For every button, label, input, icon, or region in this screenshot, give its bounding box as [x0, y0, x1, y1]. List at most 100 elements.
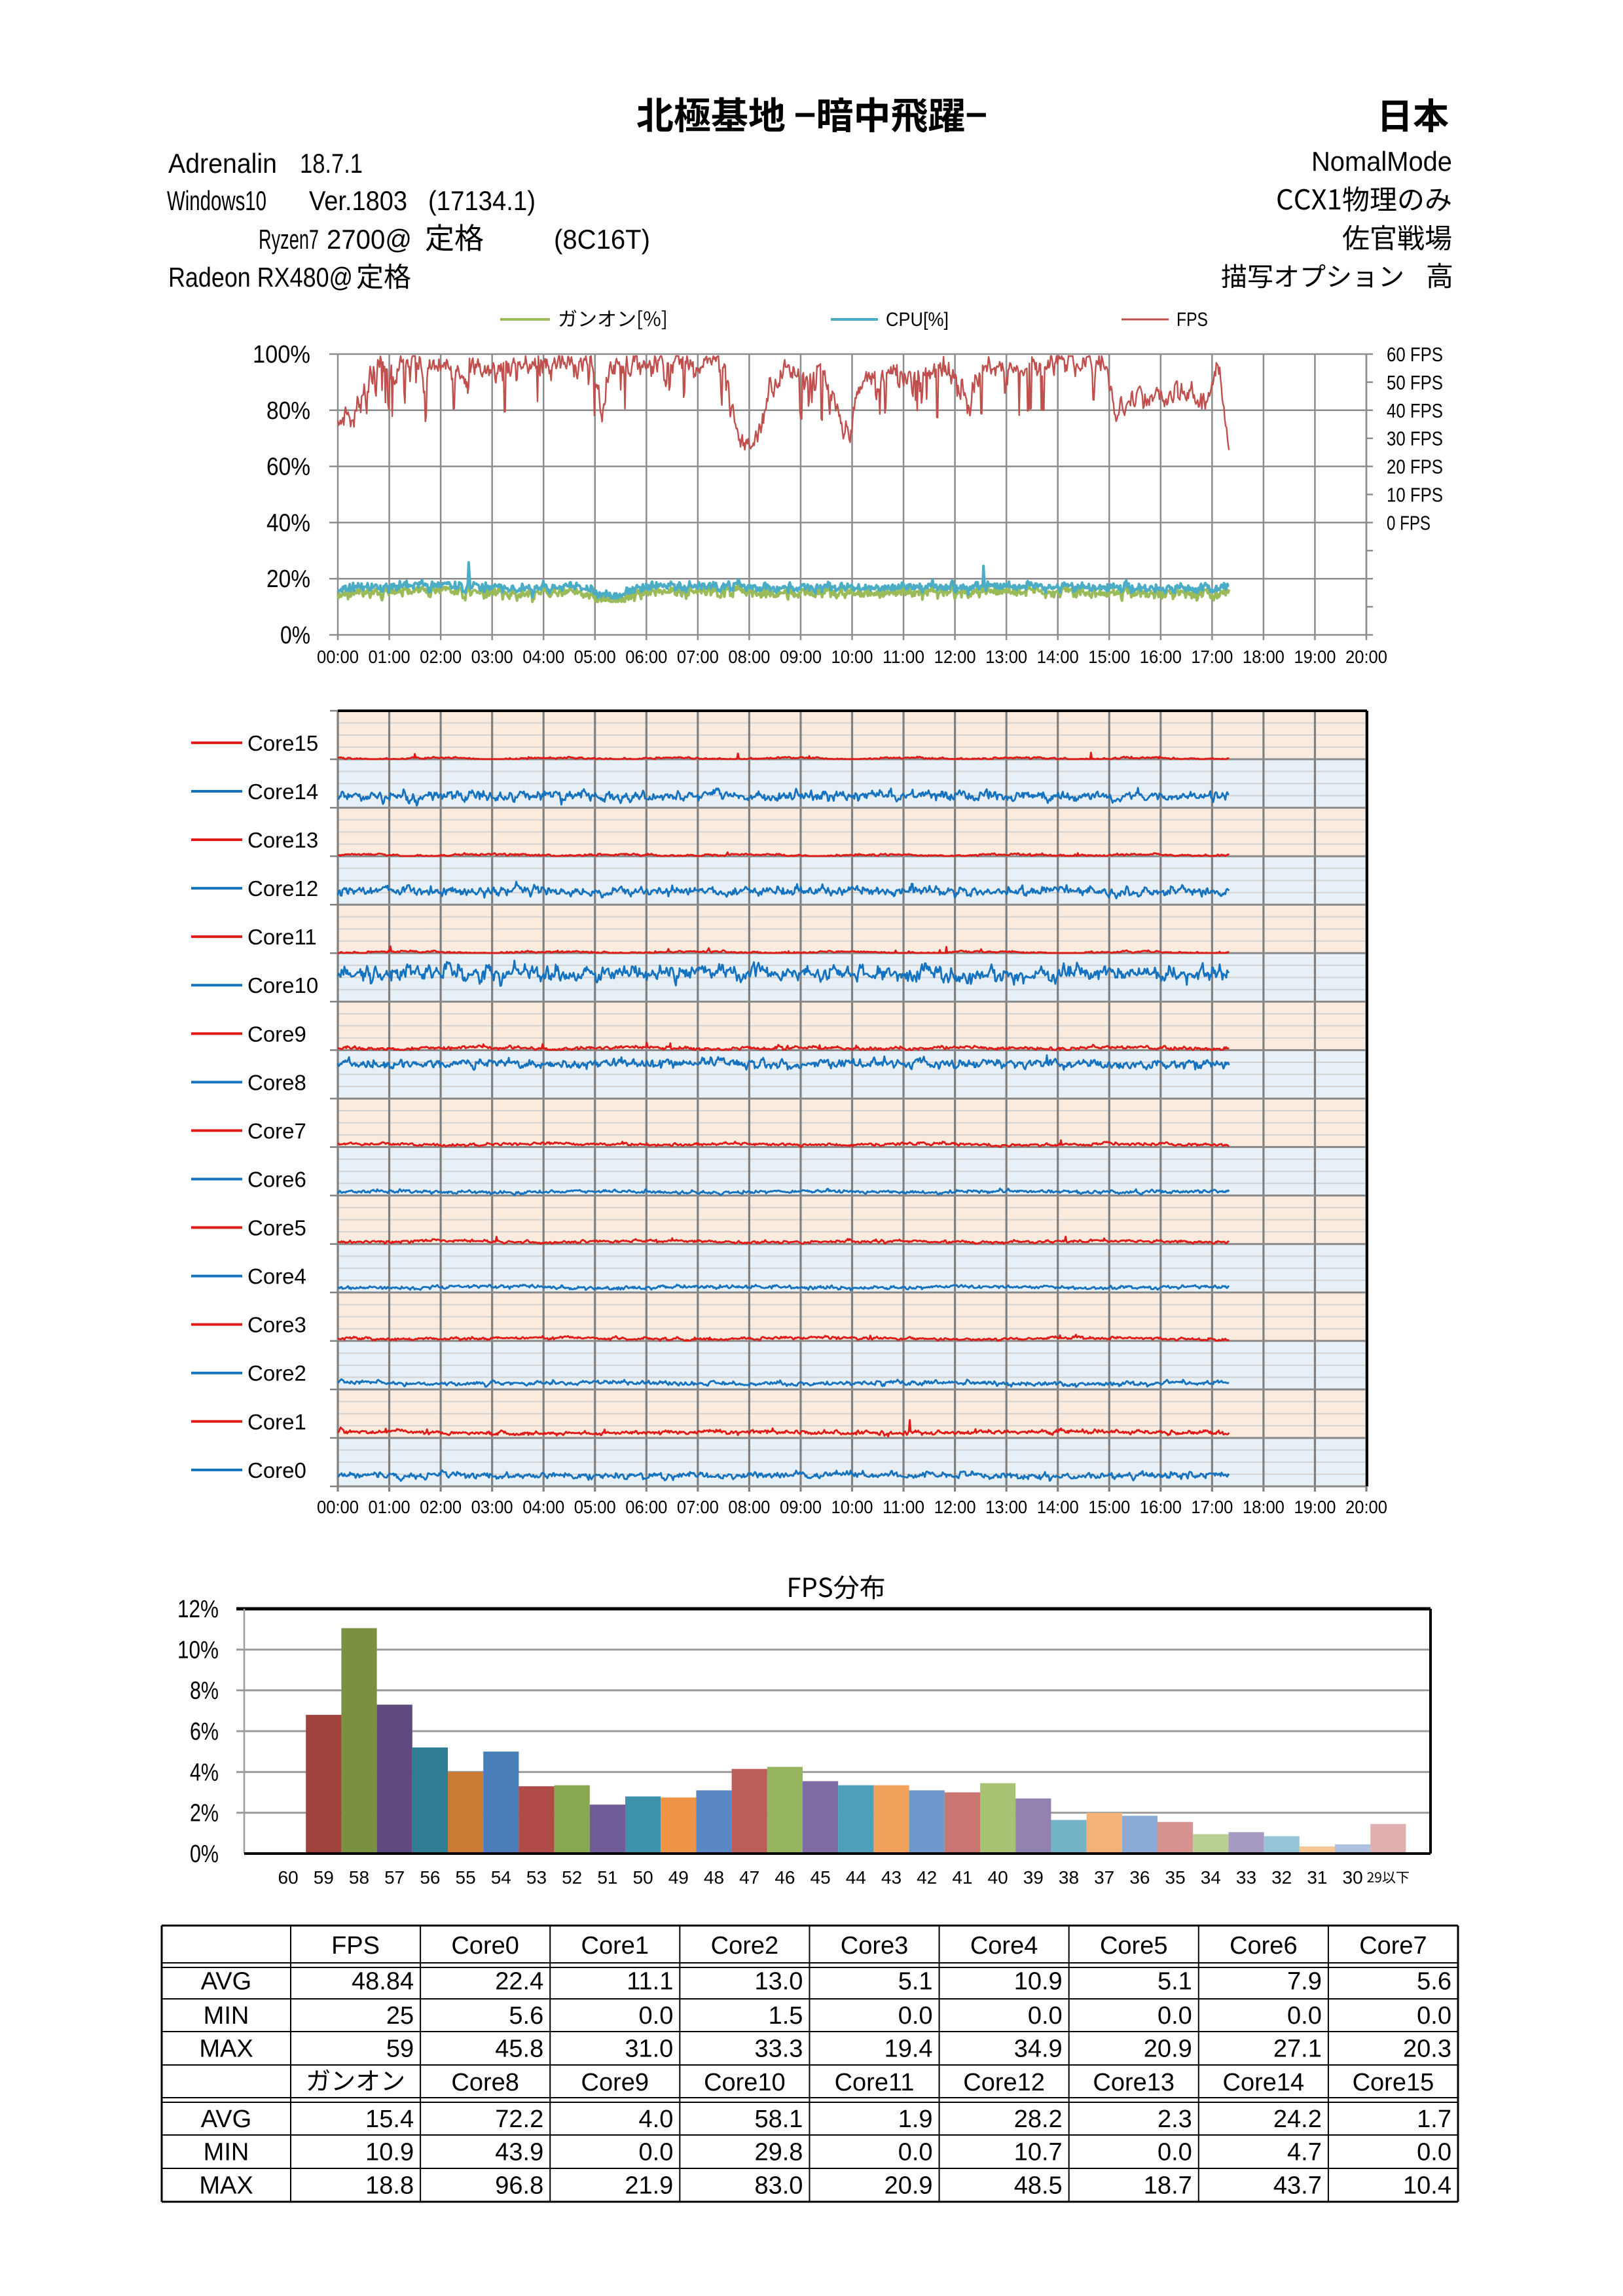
- svg-text:18.7.1: 18.7.1: [300, 148, 363, 179]
- svg-text:01:00: 01:00: [369, 647, 410, 667]
- svg-text:AVG: AVG: [201, 1968, 251, 1996]
- svg-text:33: 33: [1236, 1867, 1256, 1888]
- svg-text:10%: 10%: [177, 1636, 219, 1664]
- svg-text:03:00: 03:00: [471, 1497, 513, 1517]
- svg-text:58.1: 58.1: [754, 2106, 803, 2133]
- svg-text:0%: 0%: [190, 1840, 219, 1868]
- svg-text:19.4: 19.4: [884, 2036, 933, 2063]
- svg-text:10.9: 10.9: [365, 2139, 414, 2166]
- svg-text:29.8: 29.8: [754, 2139, 803, 2166]
- svg-text:4.7: 4.7: [1287, 2139, 1322, 2166]
- svg-text:Core8: Core8: [247, 1070, 306, 1094]
- svg-text:10 FPS: 10 FPS: [1387, 484, 1443, 507]
- svg-text:Core5: Core5: [247, 1216, 306, 1240]
- svg-text:11:00: 11:00: [883, 1497, 924, 1517]
- svg-text:100%: 100%: [253, 341, 310, 368]
- svg-text:40 FPS: 40 FPS: [1387, 399, 1443, 422]
- svg-text:2700@: 2700@: [327, 224, 412, 255]
- svg-text:28.2: 28.2: [1014, 2106, 1063, 2133]
- svg-text:17:00: 17:00: [1191, 1497, 1233, 1517]
- svg-text:42: 42: [917, 1867, 937, 1888]
- svg-text:Core10: Core10: [247, 973, 318, 997]
- svg-text:12:00: 12:00: [934, 647, 976, 667]
- svg-text:7.9: 7.9: [1287, 1968, 1322, 1996]
- svg-text:10.4: 10.4: [1403, 2172, 1451, 2200]
- svg-text:Core6: Core6: [247, 1167, 306, 1191]
- svg-text:Core9: Core9: [247, 1022, 306, 1046]
- svg-text:MIN: MIN: [204, 2139, 249, 2166]
- svg-text:45.8: 45.8: [495, 2036, 543, 2063]
- svg-text:FPS: FPS: [1176, 309, 1208, 331]
- svg-text:45: 45: [811, 1867, 831, 1888]
- svg-text:Core1: Core1: [581, 1932, 649, 1960]
- svg-text:05:00: 05:00: [574, 1497, 616, 1517]
- svg-text:48.5: 48.5: [1014, 2172, 1063, 2200]
- svg-text:33.3: 33.3: [754, 2036, 803, 2063]
- svg-text:83.0: 83.0: [754, 2172, 803, 2200]
- svg-text:Radeon RX480@: Radeon RX480@: [168, 262, 353, 293]
- svg-text:0.0: 0.0: [639, 2139, 674, 2166]
- svg-text:31.0: 31.0: [625, 2036, 673, 2063]
- svg-text:00:00: 00:00: [317, 1497, 359, 1517]
- svg-text:12:00: 12:00: [934, 1497, 976, 1517]
- svg-text:Core8: Core8: [451, 2069, 519, 2096]
- svg-text:NomalMode: NomalMode: [1311, 146, 1452, 177]
- svg-text:52: 52: [562, 1867, 582, 1888]
- svg-text:49: 49: [668, 1867, 689, 1888]
- svg-text:MIN: MIN: [204, 2002, 249, 2030]
- svg-text:32: 32: [1271, 1867, 1292, 1888]
- svg-text:60 FPS: 60 FPS: [1387, 343, 1443, 366]
- svg-text:1.7: 1.7: [1417, 2106, 1451, 2133]
- svg-text:15.4: 15.4: [365, 2106, 414, 2133]
- svg-text:Core12: Core12: [963, 2069, 1045, 2096]
- svg-text:20.9: 20.9: [1144, 2036, 1192, 2063]
- svg-text:Core15: Core15: [247, 731, 318, 755]
- svg-text:03:00: 03:00: [471, 647, 513, 667]
- svg-text:11.1: 11.1: [627, 1968, 673, 1996]
- svg-text:16:00: 16:00: [1140, 647, 1182, 667]
- svg-text:5.6: 5.6: [1417, 1968, 1451, 1996]
- svg-text:Core15: Core15: [1353, 2069, 1434, 2096]
- svg-text:02:00: 02:00: [420, 1497, 462, 1517]
- svg-text:MAX: MAX: [199, 2172, 253, 2200]
- svg-text:60: 60: [278, 1867, 299, 1888]
- svg-text:57: 57: [384, 1867, 405, 1888]
- svg-text:72.2: 72.2: [495, 2106, 543, 2133]
- svg-text:09:00: 09:00: [780, 647, 822, 667]
- svg-text:20.9: 20.9: [884, 2172, 933, 2200]
- svg-text:04:00: 04:00: [522, 647, 564, 667]
- svg-text:53: 53: [526, 1867, 547, 1888]
- svg-text:14:00: 14:00: [1037, 1497, 1079, 1517]
- svg-text:10.7: 10.7: [1014, 2139, 1063, 2166]
- svg-text:1.9: 1.9: [898, 2106, 933, 2133]
- svg-text:80%: 80%: [266, 397, 310, 425]
- svg-text:Core3: Core3: [247, 1313, 306, 1337]
- svg-text:15:00: 15:00: [1088, 1497, 1130, 1517]
- svg-text:Core12: Core12: [247, 876, 318, 901]
- svg-text:12%: 12%: [177, 1596, 219, 1623]
- svg-text:Ver.1803: Ver.1803: [309, 185, 407, 216]
- svg-text:10.9: 10.9: [1014, 1968, 1063, 1996]
- svg-text:4%: 4%: [190, 1759, 219, 1786]
- svg-text:34.9: 34.9: [1014, 2036, 1063, 2063]
- svg-text:5.1: 5.1: [1158, 1968, 1192, 1996]
- svg-text:Core6: Core6: [1230, 1932, 1298, 1960]
- svg-text:19:00: 19:00: [1294, 1497, 1336, 1517]
- svg-text:AVG: AVG: [201, 2106, 251, 2133]
- svg-text:Core2: Core2: [247, 1361, 306, 1386]
- svg-text:05:00: 05:00: [574, 647, 616, 667]
- svg-text:CPU[%]: CPU[%]: [886, 309, 949, 331]
- svg-text:8%: 8%: [190, 1677, 219, 1705]
- svg-text:Core2: Core2: [711, 1932, 779, 1960]
- svg-text:56: 56: [420, 1867, 440, 1888]
- svg-text:39: 39: [1023, 1867, 1044, 1888]
- svg-text:Windows10: Windows10: [167, 185, 266, 216]
- svg-text:Adrenalin: Adrenalin: [168, 148, 277, 179]
- svg-text:5.1: 5.1: [898, 1968, 933, 1996]
- svg-text:Core3: Core3: [841, 1932, 909, 1960]
- svg-text:43.7: 43.7: [1273, 2172, 1322, 2200]
- svg-text:08:00: 08:00: [728, 1497, 770, 1517]
- svg-text:0.0: 0.0: [1028, 2002, 1063, 2030]
- svg-text:16:00: 16:00: [1140, 1497, 1182, 1517]
- svg-text:20%: 20%: [266, 565, 310, 593]
